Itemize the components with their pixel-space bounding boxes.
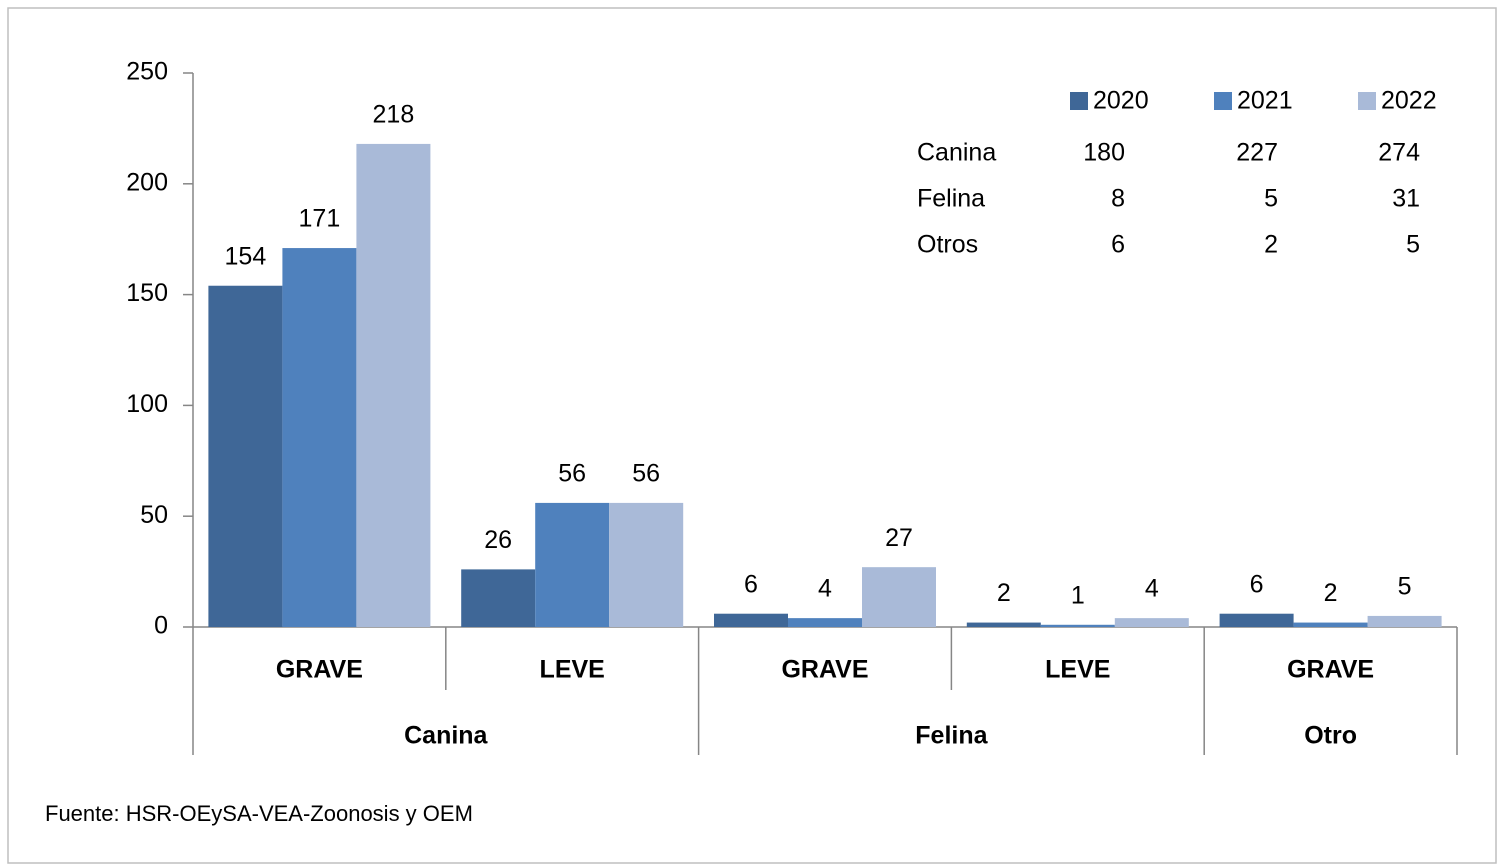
- y-tick-label: 200: [126, 168, 168, 196]
- table-row-label: Canina: [917, 139, 996, 167]
- x-tick-label: GRAVE: [276, 656, 363, 684]
- table-cell: 31: [1392, 185, 1420, 213]
- legend-label: 2022: [1381, 87, 1437, 115]
- table-cell: 2: [1264, 231, 1278, 259]
- legend-label: 2021: [1237, 87, 1293, 115]
- source-note: Fuente: HSR-OEySA-VEA-Zoonosis y OEM: [45, 801, 473, 826]
- value-label: 6: [744, 570, 758, 598]
- value-label: 5: [1398, 573, 1412, 601]
- value-label: 154: [225, 242, 267, 270]
- group-label: Otro: [1304, 722, 1357, 750]
- x-tick-label: LEVE: [1045, 656, 1110, 684]
- table-cell: 5: [1406, 231, 1420, 259]
- value-label: 26: [484, 526, 512, 554]
- table-cell: 274: [1378, 139, 1420, 167]
- bar: [461, 569, 536, 627]
- bar: [1114, 618, 1189, 627]
- bar: [535, 502, 610, 627]
- legend-swatch: [1358, 92, 1376, 110]
- y-tick-label: 150: [126, 279, 168, 307]
- bar: [1040, 624, 1115, 627]
- group-label: Canina: [404, 722, 488, 750]
- bar: [966, 622, 1041, 627]
- table-row-label: Felina: [917, 185, 985, 213]
- bar: [714, 613, 788, 627]
- value-label: 2: [997, 579, 1011, 607]
- x-tick-label: GRAVE: [781, 656, 868, 684]
- bar: [862, 567, 936, 627]
- bar: [609, 502, 684, 627]
- x-tick-label: GRAVE: [1287, 656, 1374, 684]
- value-label: 171: [299, 205, 341, 233]
- table-cell: 180: [1083, 139, 1125, 167]
- bar: [1293, 622, 1368, 627]
- y-tick-label: 0: [154, 612, 168, 640]
- table-cell: 227: [1236, 139, 1278, 167]
- value-label: 56: [558, 460, 586, 488]
- y-tick-label: 100: [126, 390, 168, 418]
- bar: [1219, 613, 1294, 627]
- bar: [1367, 615, 1442, 627]
- bar: [788, 618, 862, 627]
- y-tick-label: 50: [140, 501, 168, 529]
- x-tick-label: LEVE: [540, 656, 605, 684]
- bar: [208, 285, 283, 627]
- legend-swatch: [1214, 92, 1232, 110]
- legend-swatch: [1070, 92, 1088, 110]
- value-label: 4: [818, 575, 832, 603]
- value-label: 4: [1145, 575, 1159, 603]
- group-label: Felina: [915, 722, 988, 750]
- bar: [282, 248, 357, 627]
- legend-label: 2020: [1093, 87, 1149, 115]
- value-label: 218: [373, 101, 415, 129]
- table-cell: 6: [1111, 231, 1125, 259]
- value-label: 1: [1071, 581, 1085, 609]
- value-label: 27: [885, 524, 913, 552]
- value-label: 6: [1250, 570, 1264, 598]
- table-cell: 5: [1264, 185, 1278, 213]
- table-row-label: Otros: [917, 231, 978, 259]
- bar: [356, 143, 431, 628]
- table-cell: 8: [1111, 185, 1125, 213]
- value-label: 56: [632, 460, 660, 488]
- y-tick-label: 250: [126, 58, 168, 86]
- value-label: 2: [1324, 579, 1338, 607]
